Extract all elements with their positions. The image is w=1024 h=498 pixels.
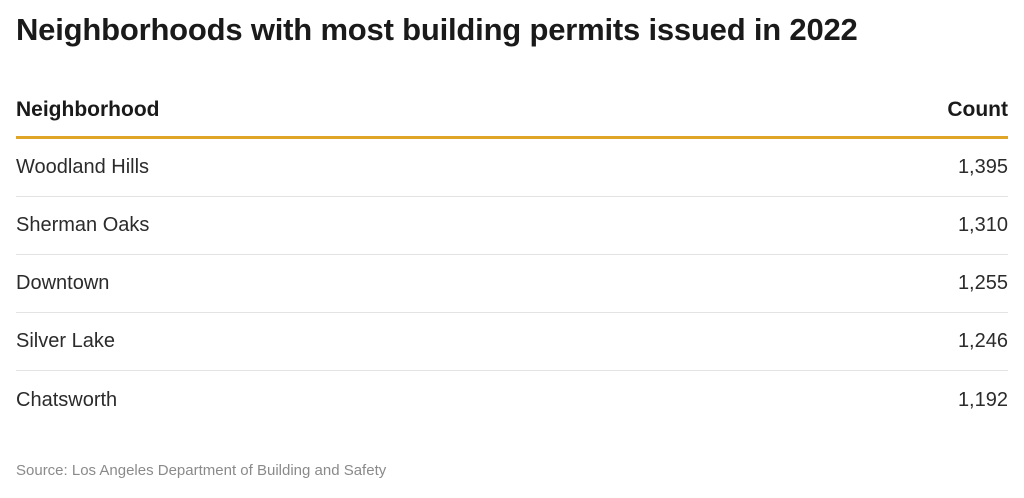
count-cell: 1,310 xyxy=(957,214,1008,236)
neighborhood-cell: Silver Lake xyxy=(16,330,115,352)
column-header-neighborhood: Neighborhood xyxy=(16,98,160,121)
neighborhood-cell: Downtown xyxy=(16,272,110,294)
permits-table: Neighborhood Count Woodland Hills 1,395 … xyxy=(16,84,1008,429)
neighborhood-cell: Chatsworth xyxy=(16,388,118,411)
count-cell: 1,246 xyxy=(957,330,1008,352)
column-header-count: Count xyxy=(947,98,1008,121)
neighborhood-cell: Woodland Hills xyxy=(16,156,150,178)
table-row: Chatsworth 1,192 xyxy=(16,371,1008,429)
table-row: Woodland Hills 1,395 xyxy=(16,139,1008,197)
count-cell: 1,395 xyxy=(957,156,1008,178)
table-row: Downtown 1,255 xyxy=(16,255,1008,313)
table-row: Silver Lake 1,246 xyxy=(16,313,1008,371)
count-cell: 1,192 xyxy=(957,388,1008,411)
neighborhood-cell: Sherman Oaks xyxy=(16,214,150,236)
table-row: Sherman Oaks 1,310 xyxy=(16,197,1008,255)
chart-title: Neighborhoods with most building permits… xyxy=(16,12,858,47)
table-header: Neighborhood Count xyxy=(16,84,1008,139)
count-cell: 1,255 xyxy=(957,272,1008,294)
source-note: Source: Los Angeles Department of Buildi… xyxy=(16,462,387,479)
